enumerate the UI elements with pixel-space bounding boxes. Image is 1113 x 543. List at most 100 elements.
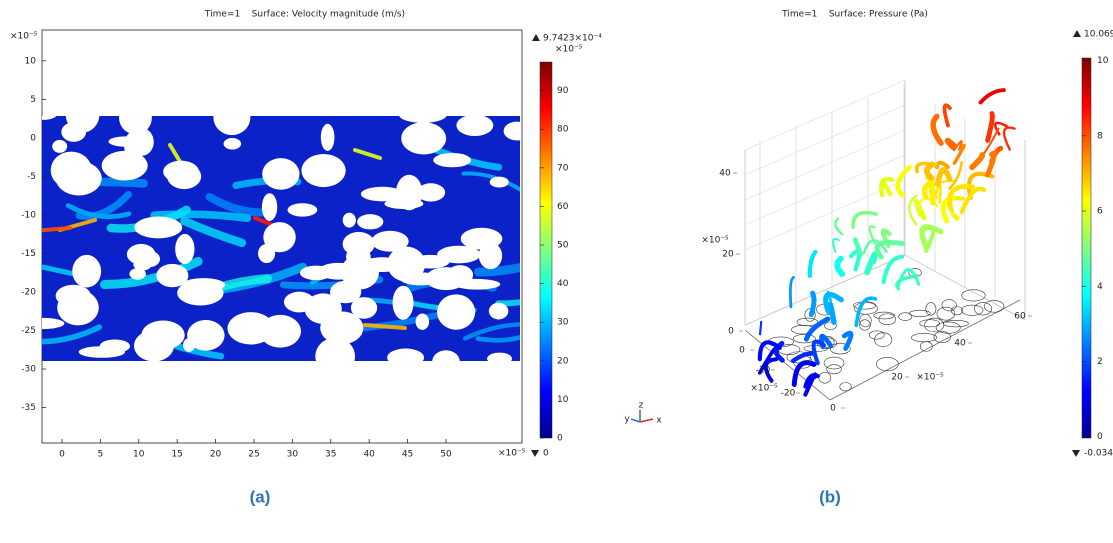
- flow-channel: [475, 334, 520, 343]
- pressure-ligament: [881, 254, 905, 285]
- box-line: [744, 254, 906, 326]
- pressure-ligament: [969, 152, 986, 171]
- floor-outline: [942, 320, 969, 328]
- x-tick-label: 0: [830, 404, 836, 414]
- box-line: [829, 299, 1021, 401]
- grain: [487, 352, 512, 361]
- pressure-ligament: [862, 239, 888, 255]
- grain: [392, 285, 414, 320]
- pressure-ligament: [983, 127, 1000, 154]
- grain: [360, 186, 404, 202]
- box-line: [744, 104, 906, 176]
- pressure-ligament: [823, 291, 844, 314]
- grain: [357, 214, 384, 230]
- pressure-ligament: [808, 290, 817, 318]
- pressure-ligament: [803, 372, 818, 397]
- pressure-ligament: [944, 137, 958, 151]
- x-tick-label: 25: [248, 450, 259, 460]
- colorbar-tick-label: 0: [557, 434, 563, 444]
- pressure-ligament: [854, 296, 878, 328]
- y-tick-label: -10: [21, 210, 36, 220]
- grain: [437, 245, 481, 264]
- grain: [320, 123, 335, 151]
- floor-outline: [824, 321, 837, 330]
- axis-triad: [630, 410, 654, 423]
- grain: [167, 163, 202, 190]
- pressure-ligament: [803, 316, 831, 342]
- grain: [415, 313, 430, 330]
- z-tick-label: 20: [722, 250, 734, 260]
- pressure-ligament: [841, 330, 854, 351]
- grain: [447, 265, 474, 285]
- floor-outline: [839, 382, 852, 392]
- z-tick-label: 0: [728, 327, 734, 337]
- triad-label: x: [656, 416, 662, 426]
- box-line: [904, 254, 1026, 321]
- grain: [433, 152, 472, 168]
- floor-outline: [974, 302, 993, 316]
- pressure-ligament: [923, 225, 936, 253]
- grain: [129, 128, 154, 156]
- colorbar-tick-label: 2: [1097, 357, 1103, 367]
- x-tick-label: 40: [954, 339, 966, 349]
- grain: [395, 174, 423, 211]
- floor-outline: [874, 332, 893, 347]
- grain: [262, 158, 300, 190]
- box-line: [744, 79, 906, 151]
- flow-hotspot: [353, 148, 382, 160]
- floor-outline: [878, 313, 897, 326]
- grain: [61, 122, 87, 142]
- grain: [371, 230, 409, 252]
- z-exponent: ×10⁻⁵: [701, 236, 729, 246]
- colorbar-tick-label: 70: [557, 163, 569, 173]
- grain: [456, 116, 494, 137]
- grain: [342, 212, 356, 228]
- flow-channel: [75, 190, 132, 220]
- y-tick-label: -20: [21, 287, 36, 297]
- min-marker: [531, 450, 539, 457]
- grain: [301, 154, 346, 188]
- colorbar-exponent: ×10⁻⁵: [555, 45, 583, 55]
- grain: [126, 243, 156, 265]
- floor-outline: [868, 330, 885, 340]
- pressure-ligament: [935, 167, 953, 187]
- flow-hotspot: [363, 323, 407, 330]
- grain: [52, 139, 68, 153]
- pressure-ligament: [788, 275, 795, 309]
- grain: [258, 244, 276, 264]
- flow-channel: [42, 324, 103, 345]
- x-tick-label: 10: [133, 450, 145, 460]
- grain: [387, 348, 425, 361]
- grain: [478, 242, 503, 270]
- y-exponent: ×10⁻⁵: [750, 384, 778, 394]
- flow-channel: [180, 216, 247, 248]
- grain: [432, 350, 460, 361]
- panel-a-title: Time=1 Surface: Velocity magnitude (m/s): [204, 10, 405, 20]
- floor-outline: [941, 299, 957, 312]
- flow-channel: [473, 262, 520, 277]
- y-tick-label: -20: [781, 389, 796, 399]
- floor-outline: [804, 308, 816, 322]
- colorbar-tick-label: 0: [1097, 432, 1103, 442]
- floor-outline: [826, 364, 842, 375]
- pressure-ligament: [834, 255, 846, 278]
- grain: [259, 314, 302, 348]
- floor-outline: [853, 302, 878, 315]
- x-tick-label: 40: [363, 450, 375, 460]
- colorbar-tick-label: 40: [557, 279, 569, 289]
- grain: [401, 122, 447, 155]
- z-tick-label: 40: [719, 169, 731, 179]
- colorbar-min: -0.034: [1084, 449, 1113, 459]
- grain: [183, 338, 196, 352]
- panel-b-title: Time=1 Surface: Pressure (Pa): [781, 10, 928, 20]
- box-line: [744, 154, 906, 226]
- grain: [55, 284, 91, 307]
- colorbar-tick-label: 60: [557, 202, 569, 212]
- grain: [399, 116, 447, 123]
- pressure-ligament: [985, 150, 997, 178]
- pressure-ligament: [913, 199, 927, 221]
- pressure-ligament: [763, 357, 779, 383]
- max-marker: [532, 34, 540, 41]
- pressure-ligament: [942, 103, 952, 128]
